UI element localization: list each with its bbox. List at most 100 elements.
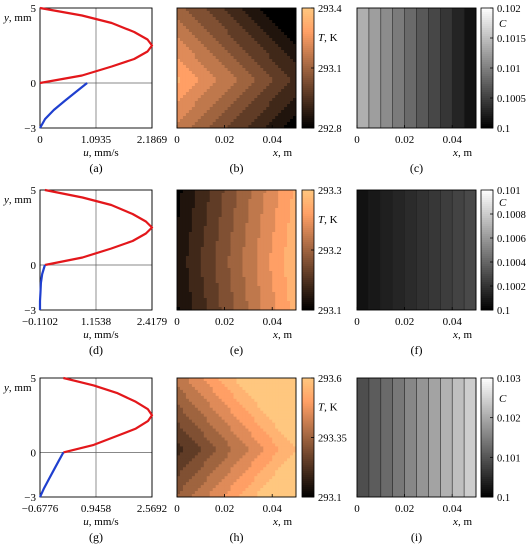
field-cell xyxy=(278,289,282,293)
field-cell xyxy=(224,395,228,400)
field-cell xyxy=(248,235,252,239)
field-cell xyxy=(293,265,297,269)
field-cell xyxy=(200,247,205,251)
field-cell xyxy=(242,452,246,456)
field-cell xyxy=(177,202,181,206)
field-cell xyxy=(197,47,202,51)
colorbar-segment xyxy=(481,256,493,259)
field-cell xyxy=(284,229,288,233)
field-cell xyxy=(290,464,294,468)
field-cell xyxy=(260,458,264,462)
field-cell xyxy=(215,226,220,230)
field-cell xyxy=(206,401,211,406)
field-cell xyxy=(260,113,264,117)
colorbar-segment xyxy=(302,272,314,275)
field-cell xyxy=(203,38,208,42)
field-cell xyxy=(227,440,231,444)
field-cell xyxy=(233,50,237,54)
field-cell xyxy=(191,422,196,427)
field-cell xyxy=(179,8,184,12)
field-cell xyxy=(251,205,255,209)
field-cell xyxy=(224,461,228,465)
field-cell xyxy=(293,53,297,57)
field-cell xyxy=(179,223,184,227)
field-cell xyxy=(233,464,237,468)
field-cell xyxy=(266,211,270,215)
field-cell xyxy=(191,110,196,114)
field-cell xyxy=(212,470,217,474)
field-cell xyxy=(191,205,196,209)
field-cell xyxy=(236,104,240,108)
field-cell xyxy=(245,440,249,444)
field-cell xyxy=(245,301,249,305)
field-cell xyxy=(245,205,249,209)
colorbar-segment xyxy=(302,230,314,233)
field-cell xyxy=(287,395,291,400)
field-cell xyxy=(272,113,276,117)
field-cell xyxy=(182,307,187,311)
field-cell xyxy=(260,392,264,397)
field-cell xyxy=(254,8,258,12)
field-cell xyxy=(212,11,217,15)
field-cell xyxy=(257,80,261,84)
field-cell xyxy=(197,80,202,84)
field-cell xyxy=(248,62,252,66)
field-cell xyxy=(239,446,243,450)
colorbar-segment xyxy=(302,286,314,289)
field-cell xyxy=(224,214,228,218)
field-cell xyxy=(200,407,205,412)
field-cell xyxy=(242,289,246,293)
field-cell xyxy=(206,437,211,441)
field-cell xyxy=(185,389,190,394)
field-cell xyxy=(206,98,211,102)
field-cell xyxy=(206,29,211,33)
field-cell xyxy=(257,431,261,435)
field-cell xyxy=(212,292,217,296)
field-cell xyxy=(215,122,220,126)
field-cell xyxy=(248,271,252,275)
colorbar-segment xyxy=(481,66,493,69)
field-cell xyxy=(185,202,190,206)
field-cell xyxy=(200,104,205,108)
field-cell xyxy=(281,41,285,45)
field-cell xyxy=(257,467,261,471)
field-cell xyxy=(248,17,252,21)
field-cell xyxy=(177,410,181,415)
field-cell xyxy=(278,41,282,45)
field-cell xyxy=(251,449,255,453)
field-cell xyxy=(224,190,228,194)
field-cell xyxy=(188,116,193,120)
colorbar-segment xyxy=(481,30,493,33)
field-cell xyxy=(251,101,255,105)
field-cell xyxy=(281,398,285,403)
field-cell xyxy=(230,41,234,45)
field-cell xyxy=(248,223,252,227)
field-cell xyxy=(233,238,237,242)
field-cell xyxy=(236,428,240,432)
field-cell xyxy=(230,38,234,42)
field-cell xyxy=(194,452,199,456)
field-cell xyxy=(212,44,217,48)
field-cell xyxy=(188,256,193,260)
field-cell xyxy=(194,229,199,233)
field-cell xyxy=(269,422,273,427)
field-cell xyxy=(254,56,258,60)
field-cell xyxy=(260,292,264,296)
field-cell xyxy=(194,386,199,391)
field-cell xyxy=(290,250,294,254)
field-cell xyxy=(290,202,294,206)
field-cell xyxy=(272,455,276,459)
field-cell xyxy=(251,431,255,435)
field-cell xyxy=(230,193,234,197)
field-cell xyxy=(203,125,208,129)
field-cell xyxy=(272,119,276,123)
x-axis-label: x, m xyxy=(272,329,292,341)
field-cell xyxy=(239,401,243,406)
field-cell xyxy=(254,68,258,72)
field-cell xyxy=(194,446,199,450)
field-cell xyxy=(239,262,243,266)
field-cell xyxy=(218,14,223,18)
field-cell xyxy=(269,193,273,197)
field-cell xyxy=(272,458,276,462)
field-cell xyxy=(218,41,223,45)
